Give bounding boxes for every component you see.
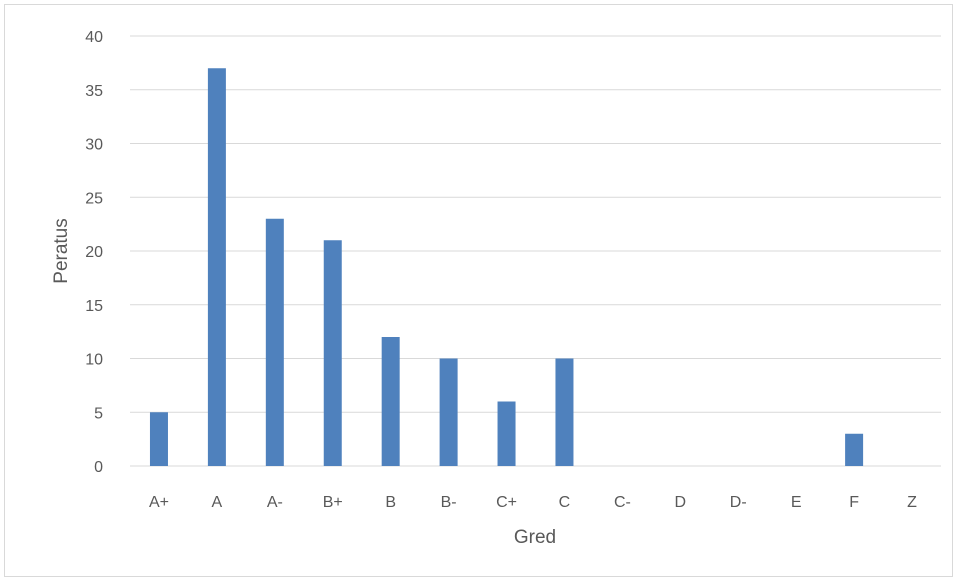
bar-A	[207, 68, 226, 466]
y-tick-label: 10	[85, 352, 103, 369]
y-tick-label: 40	[85, 29, 103, 46]
y-axis-title: Peratus	[51, 218, 72, 283]
bar-B-	[439, 358, 458, 466]
x-tick-label: B	[385, 494, 396, 511]
y-tick-label: 15	[85, 298, 103, 315]
bar-A+	[149, 412, 168, 466]
bar-F	[845, 433, 864, 466]
y-tick-label: 30	[85, 137, 103, 154]
x-tick-label: A-	[267, 494, 283, 511]
x-tick-label: E	[791, 494, 802, 511]
x-tick-label: C-	[614, 494, 631, 511]
y-tick-label: 35	[85, 83, 103, 100]
x-axis-title: Gred	[514, 527, 556, 548]
x-axis-ticks: A+ A A- B+ B B- C+ C C- D D- E F Z	[149, 494, 917, 511]
bar-C	[555, 358, 574, 466]
x-tick-label: A	[212, 494, 223, 511]
chart-frame	[4, 4, 953, 577]
bar-A-	[265, 218, 284, 466]
bar-B+	[323, 240, 342, 466]
x-tick-label: Z	[907, 494, 917, 511]
x-tick-label: C	[559, 494, 571, 511]
bar-B	[381, 337, 400, 466]
y-tick-label: 0	[94, 459, 103, 476]
y-tick-label: 20	[85, 244, 103, 261]
gridlines	[130, 35, 941, 467]
x-tick-label: D	[675, 494, 687, 511]
x-tick-label: A+	[149, 494, 169, 511]
x-tick-label: F	[849, 494, 859, 511]
y-tick-label: 5	[94, 405, 103, 422]
x-tick-label: D-	[730, 494, 747, 511]
y-tick-label: 25	[85, 190, 103, 207]
x-tick-label: B+	[323, 494, 343, 511]
x-tick-label: B-	[441, 494, 457, 511]
bars	[149, 68, 864, 466]
x-tick-label: C+	[496, 494, 517, 511]
y-axis-ticks: 0 5 10 15 20 25 30 35 40	[85, 29, 103, 476]
bar-C+	[497, 401, 516, 466]
